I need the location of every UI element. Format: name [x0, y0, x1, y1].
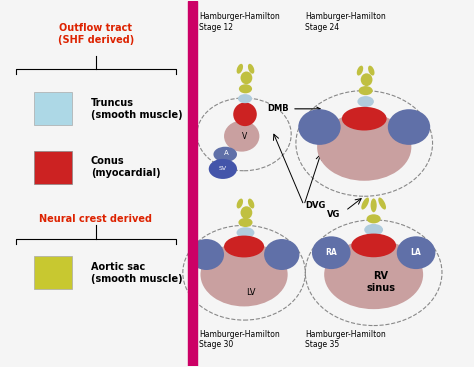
Ellipse shape	[238, 218, 253, 227]
Text: RV
sinus: RV sinus	[366, 271, 395, 292]
Bar	[35, 256, 72, 289]
Ellipse shape	[239, 84, 252, 93]
Ellipse shape	[201, 243, 288, 306]
Ellipse shape	[357, 66, 363, 76]
Ellipse shape	[312, 236, 351, 269]
Bar	[35, 151, 72, 184]
Ellipse shape	[342, 107, 387, 131]
Text: Neural crest derived: Neural crest derived	[39, 214, 152, 225]
Text: Aortic sac
(smooth muscle): Aortic sac (smooth muscle)	[91, 262, 182, 284]
Ellipse shape	[213, 147, 237, 162]
Ellipse shape	[317, 113, 411, 181]
Ellipse shape	[361, 197, 369, 210]
Ellipse shape	[237, 199, 243, 208]
Text: V: V	[241, 132, 246, 141]
Text: SV: SV	[219, 166, 227, 171]
Ellipse shape	[237, 64, 243, 74]
Ellipse shape	[368, 66, 374, 76]
Text: LA: LA	[410, 248, 421, 257]
Ellipse shape	[351, 233, 396, 257]
Ellipse shape	[357, 96, 374, 107]
Text: LV: LV	[246, 288, 256, 297]
Text: Hamburger-Hamilton
Stage 24: Hamburger-Hamilton Stage 24	[305, 12, 386, 32]
Ellipse shape	[371, 199, 377, 212]
Text: Truncus
(smooth muscle): Truncus (smooth muscle)	[91, 98, 182, 120]
Ellipse shape	[240, 206, 252, 219]
Ellipse shape	[358, 86, 373, 95]
Text: RA: RA	[325, 248, 337, 257]
Ellipse shape	[224, 236, 264, 257]
Ellipse shape	[189, 239, 224, 270]
Ellipse shape	[264, 239, 300, 270]
Text: VG: VG	[327, 210, 340, 219]
Ellipse shape	[237, 227, 255, 238]
Bar	[35, 92, 72, 125]
Ellipse shape	[233, 102, 257, 126]
Ellipse shape	[364, 224, 383, 236]
Text: Outflow tract
(SHF derived): Outflow tract (SHF derived)	[57, 23, 134, 45]
Ellipse shape	[209, 159, 237, 179]
Ellipse shape	[366, 214, 381, 224]
Ellipse shape	[298, 109, 341, 145]
Text: DVG: DVG	[305, 201, 326, 210]
Text: Hamburger-Hamilton
Stage 30: Hamburger-Hamilton Stage 30	[199, 330, 280, 349]
Text: Hamburger-Hamilton
Stage 35: Hamburger-Hamilton Stage 35	[305, 330, 386, 349]
Bar	[188, 1, 197, 366]
Ellipse shape	[240, 72, 252, 84]
Ellipse shape	[224, 121, 259, 152]
Ellipse shape	[388, 109, 430, 145]
Text: A: A	[224, 149, 229, 156]
Ellipse shape	[248, 64, 255, 74]
Ellipse shape	[248, 199, 255, 208]
Ellipse shape	[238, 94, 252, 103]
Text: Conus
(myocardial): Conus (myocardial)	[91, 156, 161, 178]
Text: Hamburger-Hamilton
Stage 12: Hamburger-Hamilton Stage 12	[199, 12, 280, 32]
Ellipse shape	[361, 73, 373, 86]
Ellipse shape	[378, 197, 386, 210]
Ellipse shape	[397, 236, 436, 269]
Ellipse shape	[324, 240, 423, 309]
Text: DMB: DMB	[268, 104, 320, 113]
